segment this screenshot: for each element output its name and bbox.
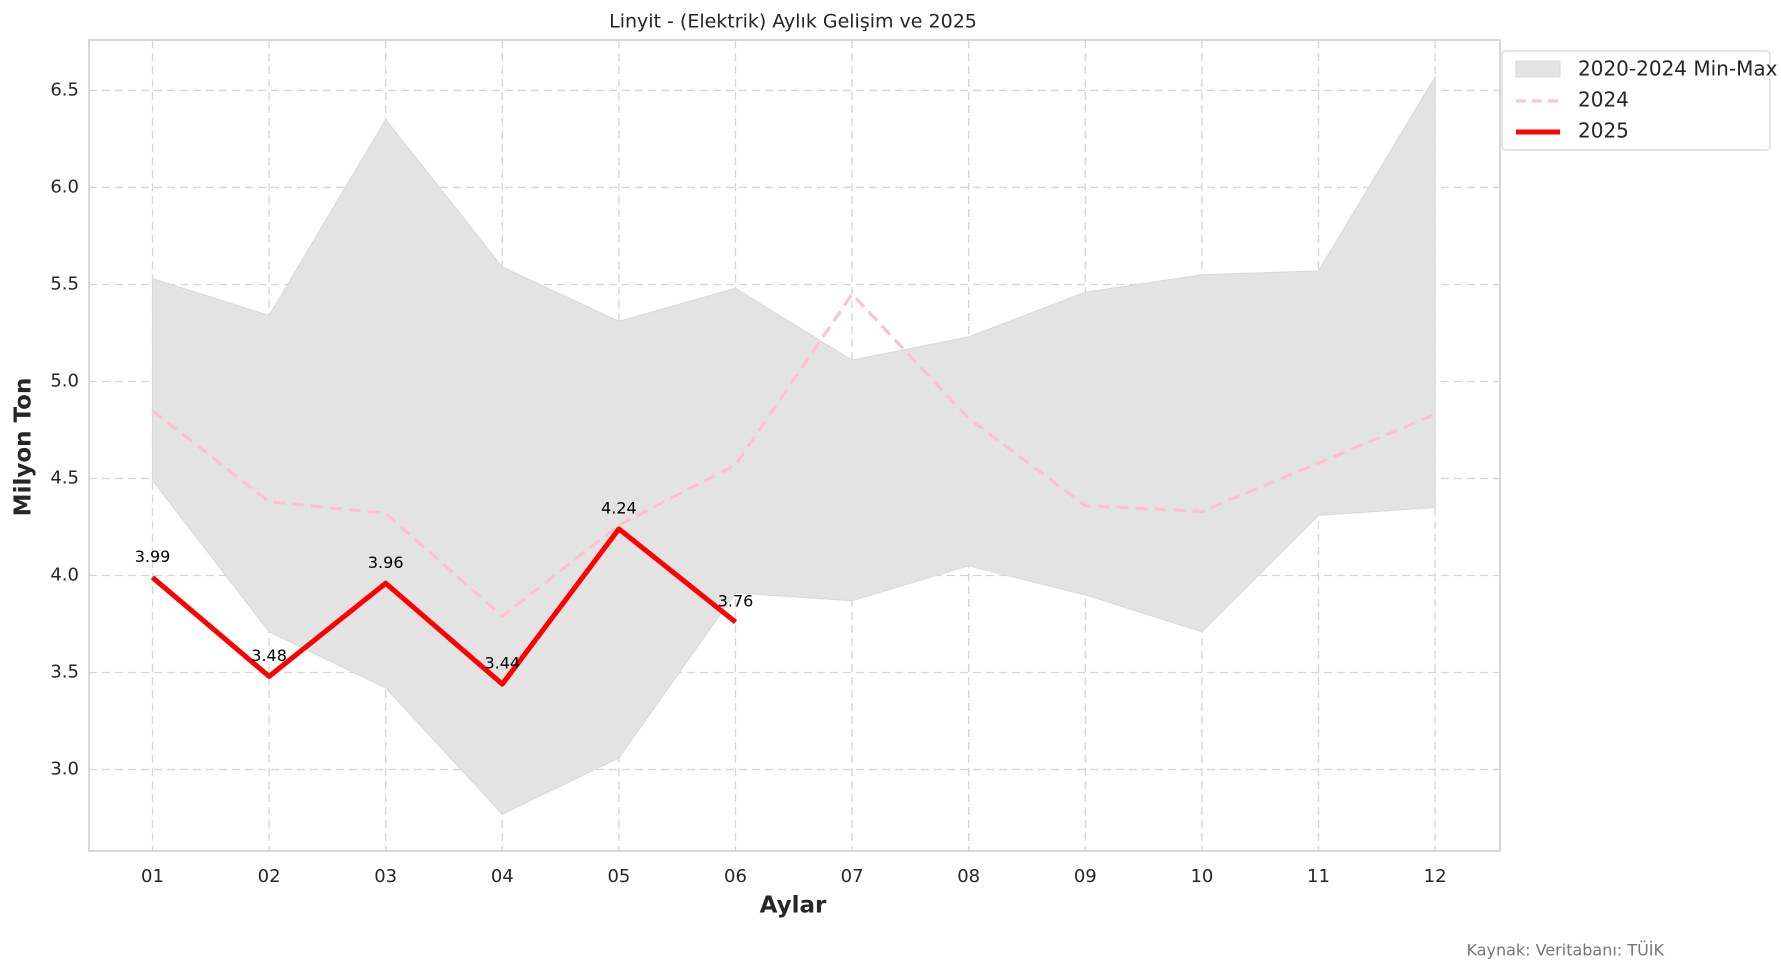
data-label: 3.99 <box>135 547 171 566</box>
legend-box <box>1501 50 1771 151</box>
y-tick-label: 4.0 <box>50 564 79 585</box>
source-note: Kaynak: Veritabanı: TÜİK <box>1466 941 1664 960</box>
x-tick-label: 08 <box>957 866 980 887</box>
legend-label: 2024 <box>1578 88 1629 112</box>
plot-frame <box>88 39 1501 852</box>
series-line <box>151 292 1436 618</box>
x-tick-label: 12 <box>1424 866 1447 887</box>
data-label: 3.44 <box>484 654 520 673</box>
y-tick-label: 5.5 <box>50 273 79 294</box>
legend-label: 2020-2024 Min-Max <box>1578 57 1778 81</box>
x-tick-label: 04 <box>491 866 514 887</box>
legend-swatch <box>1515 60 1561 78</box>
y-axis-label: Milyon Ton <box>11 378 37 517</box>
x-tick-label: 02 <box>258 866 281 887</box>
x-tick-label: 05 <box>607 866 630 887</box>
x-tick-label: 11 <box>1307 866 1330 887</box>
x-tick-label: 01 <box>141 866 164 887</box>
x-tick-label: 10 <box>1190 866 1213 887</box>
series-line <box>150 526 738 687</box>
y-tick-label: 5.0 <box>50 370 79 391</box>
y-tick-label: 6.5 <box>50 79 79 100</box>
data-label: 3.48 <box>251 646 287 665</box>
x-tick-label: 03 <box>374 866 397 887</box>
min-max-band <box>152 75 1436 815</box>
data-label: 3.96 <box>368 553 404 572</box>
x-tick-label: 07 <box>841 866 864 887</box>
x-tick-label: 09 <box>1074 866 1097 887</box>
chart-title: Linyit - (Elektrik) Aylık Gelişim ve 202… <box>609 11 977 33</box>
data-label: 4.24 <box>601 498 637 517</box>
data-label: 3.76 <box>718 592 754 611</box>
y-tick-label: 3.5 <box>50 662 79 683</box>
y-tick-label: 3.0 <box>50 759 79 780</box>
x-tick-label: 06 <box>724 866 747 887</box>
y-tick-label: 6.0 <box>50 176 79 197</box>
y-tick-label: 4.5 <box>50 467 79 488</box>
legend-label: 2025 <box>1578 119 1629 143</box>
x-axis-label: Aylar <box>760 893 827 919</box>
